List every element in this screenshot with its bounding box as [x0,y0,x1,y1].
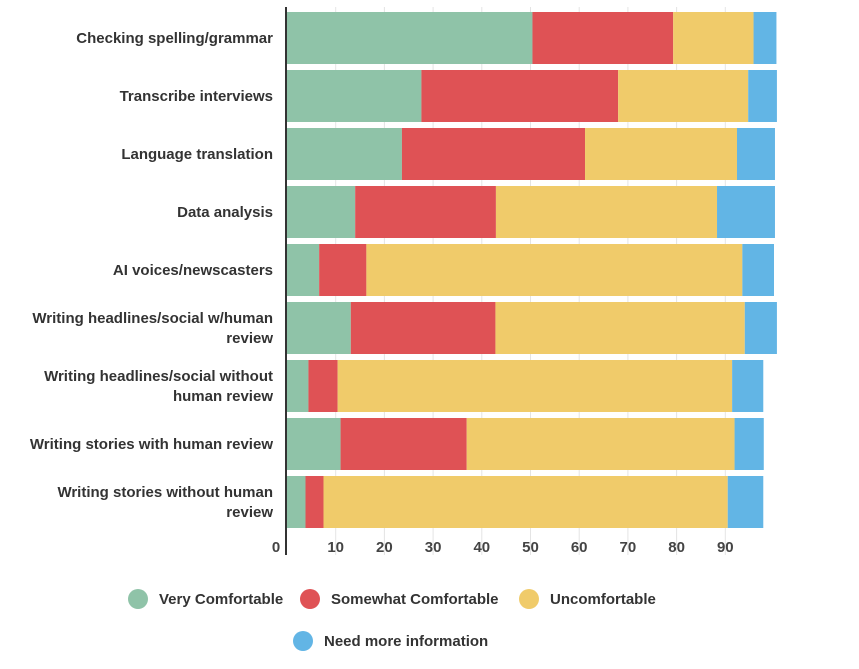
bar-segment [337,360,733,412]
bar-segment [495,302,745,354]
bar-segment [727,476,764,528]
bar-segment [340,418,467,470]
legend-label: Somewhat Comfortable [331,591,499,608]
x-tick-label: 40 [473,539,490,556]
bar-segment [366,244,743,296]
bar-segment [323,476,728,528]
bar-segment [732,360,764,412]
bar-segment [585,128,737,180]
bar-segment [355,186,496,238]
bar-segment [466,418,735,470]
legend-swatch [128,589,148,609]
legend-swatch [519,589,539,609]
category-label: Writing headlines/social w/human review [32,310,273,347]
bar-segment [717,186,775,238]
legend-swatch [300,589,320,609]
x-tick-label: 0 [272,539,280,556]
bar-segment [532,12,674,64]
bar-segment [287,244,320,296]
bar-segment [753,12,777,64]
bar-segment [287,302,351,354]
bar-segment [742,244,774,296]
category-label: Data analysis [177,204,273,221]
x-axis-ticks: 0 10 20 30 40 50 60 70 80 90 [272,539,734,556]
bar-segment [287,128,402,180]
category-label: Transcribe interviews [120,88,273,105]
bar-segment [350,302,496,354]
bar-segment [287,186,356,238]
bar-segment [736,128,775,180]
category-label: Writing stories without human review [57,484,273,521]
category-labels: Checking spelling/grammar Transcribe inte… [30,30,273,521]
legend-label: Uncomfortable [550,591,656,608]
bar-segment [319,244,367,296]
bar-segment [673,12,754,64]
bar-segment [287,12,533,64]
x-tick-label: 80 [668,539,685,556]
bar-segment [744,302,777,354]
category-label: AI voices/newscasters [113,262,273,279]
bar-segment [287,360,309,412]
bar-segment [421,70,619,122]
x-tick-label: 10 [327,539,344,556]
legend-swatch [293,631,313,651]
bar-segment [495,186,718,238]
bar-segment [308,360,338,412]
bar-segment [287,476,306,528]
bar-segment [734,418,764,470]
bar-segment [401,128,586,180]
category-label: Checking spelling/grammar [76,30,273,47]
x-tick-label: 60 [571,539,588,556]
x-tick-label: 20 [376,539,393,556]
x-tick-label: 70 [620,539,637,556]
x-tick-label: 30 [425,539,442,556]
bar-segment [287,418,341,470]
bar-segment [305,476,324,528]
bars [287,12,777,528]
bar-segment [618,70,749,122]
category-label: Writing headlines/social without human re… [44,368,273,405]
legend-label: Very Comfortable [159,591,283,608]
category-label: Writing stories with human review [30,436,273,453]
x-tick-label: 90 [717,539,734,556]
category-label: Language translation [121,146,273,163]
bar-segment [748,70,777,122]
legend: Very Comfortable Somewhat Comfortable Unco… [128,589,656,651]
bar-segment [287,70,422,122]
legend-label: Need more information [324,633,488,650]
x-tick-label: 50 [522,539,539,556]
